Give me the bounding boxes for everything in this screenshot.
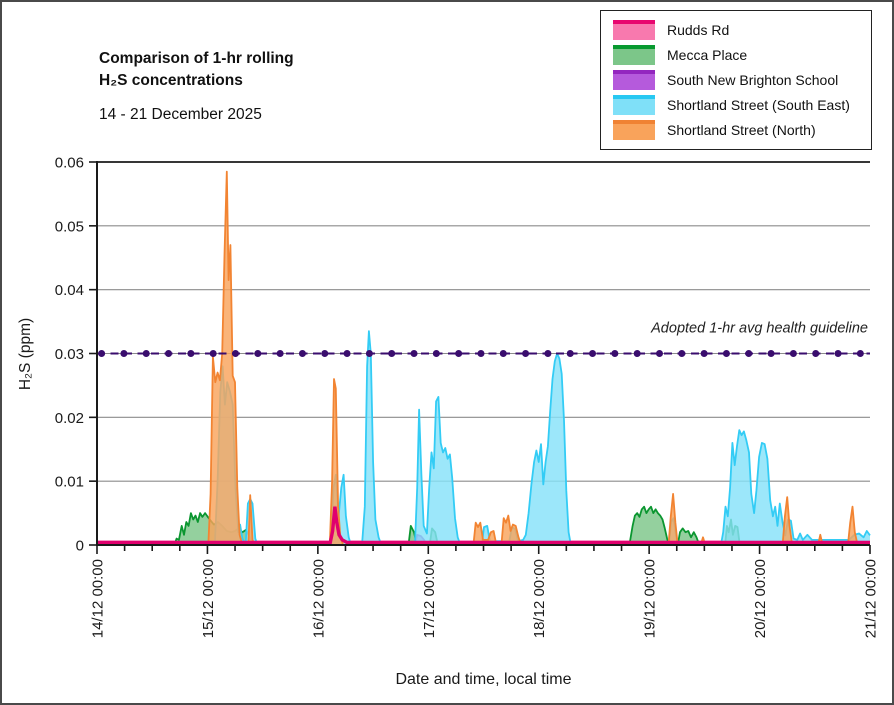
y-tick-label: 0.05	[55, 218, 84, 235]
guideline-marker	[165, 350, 173, 357]
guideline-marker	[98, 350, 106, 357]
y-axis-title: H₂S (ppm)	[17, 318, 34, 390]
guideline-marker	[142, 350, 150, 357]
guideline-marker	[611, 350, 619, 357]
x-tick-label: 18/12 00:00	[531, 559, 548, 638]
y-tick-label: 0.06	[55, 155, 84, 172]
legend: Rudds Rd Mecca Place South New Brighton …	[600, 10, 872, 150]
guideline-marker	[432, 350, 440, 357]
guideline-marker	[388, 350, 396, 357]
legend-item-rudds-rd: Rudds Rd	[613, 19, 861, 40]
y-tick-label: 0.04	[55, 282, 84, 299]
guideline-marker	[789, 350, 797, 357]
legend-label: South New Brighton School	[667, 71, 839, 88]
legend-label: Mecca Place	[667, 46, 748, 63]
legend-item-mecca-place: Mecca Place	[613, 44, 861, 65]
chart-header: Comparison of 1-hr rolling H₂S concentra…	[99, 48, 294, 124]
guideline-marker	[455, 350, 463, 357]
y-tick-label: 0.03	[55, 346, 84, 363]
y-tick-label: 0.02	[55, 410, 84, 427]
x-tick-label: 15/12 00:00	[200, 559, 217, 638]
guideline-marker	[633, 350, 641, 357]
guideline-marker	[231, 350, 239, 357]
legend-swatch-mecca-place	[613, 44, 655, 65]
guideline-marker	[276, 350, 284, 357]
guideline-marker	[298, 350, 306, 357]
guideline-marker	[544, 350, 552, 357]
guideline-marker	[477, 350, 485, 357]
guideline-marker	[678, 350, 686, 357]
x-tick-label: 17/12 00:00	[421, 559, 438, 638]
guideline-marker	[321, 350, 329, 357]
guideline-marker	[187, 350, 195, 357]
guideline-marker	[499, 350, 507, 357]
x-tick-label: 20/12 00:00	[752, 559, 769, 638]
guideline-marker	[812, 350, 820, 357]
guideline-marker	[834, 350, 842, 357]
legend-label: Shortland Street (South East)	[667, 97, 850, 114]
legend-item-south-new-brighton-school: South New Brighton School	[613, 69, 861, 90]
x-tick-label: 19/12 00:00	[642, 559, 659, 638]
guideline-marker	[522, 350, 530, 357]
legend-swatch-south-new-brighton-school	[613, 69, 655, 90]
guideline-marker	[745, 350, 753, 357]
guideline-marker	[566, 350, 574, 357]
guideline-marker	[120, 350, 128, 357]
guideline-marker	[767, 350, 775, 357]
line-rudds-rd-top	[97, 506, 870, 545]
guideline-marker	[254, 350, 262, 357]
chart-subtitle: 14 - 21 December 2025	[99, 106, 262, 123]
line-shortland-street-north-	[97, 170, 870, 546]
legend-item-shortland-street-south-east: Shortland Street (South East)	[613, 95, 861, 116]
legend-item-shortland-street-north: Shortland Street (North)	[613, 120, 861, 141]
x-axis-title: Date and time, local time	[395, 671, 571, 688]
chart-title-line2: H₂S concentrations	[99, 72, 243, 89]
guideline-marker	[410, 350, 418, 357]
legend-swatch-shortland-street-south-east	[613, 95, 655, 116]
x-tick-label: 14/12 00:00	[90, 559, 107, 638]
guideline-label: Adopted 1-hr avg health guideline	[650, 321, 868, 337]
y-tick-label: 0	[76, 538, 84, 555]
guideline-marker	[343, 350, 351, 357]
legend-label: Shortland Street (North)	[667, 122, 816, 139]
guideline-marker	[209, 350, 217, 357]
guideline-marker	[700, 350, 708, 357]
x-tick-label: 16/12 00:00	[310, 559, 327, 638]
x-tick-label: 21/12 00:00	[863, 559, 880, 638]
guideline-marker	[589, 350, 597, 357]
guideline-marker	[365, 350, 373, 357]
y-tick-label: 0.01	[55, 474, 84, 491]
guideline-marker	[856, 350, 864, 357]
chart-title-line1: Comparison of 1-hr rolling	[99, 50, 294, 67]
legend-label: Rudds Rd	[667, 21, 730, 38]
guideline-marker	[655, 350, 663, 357]
legend-swatch-rudds-rd	[613, 19, 655, 40]
guideline-marker	[722, 350, 730, 357]
legend-swatch-shortland-street-north	[613, 120, 655, 141]
